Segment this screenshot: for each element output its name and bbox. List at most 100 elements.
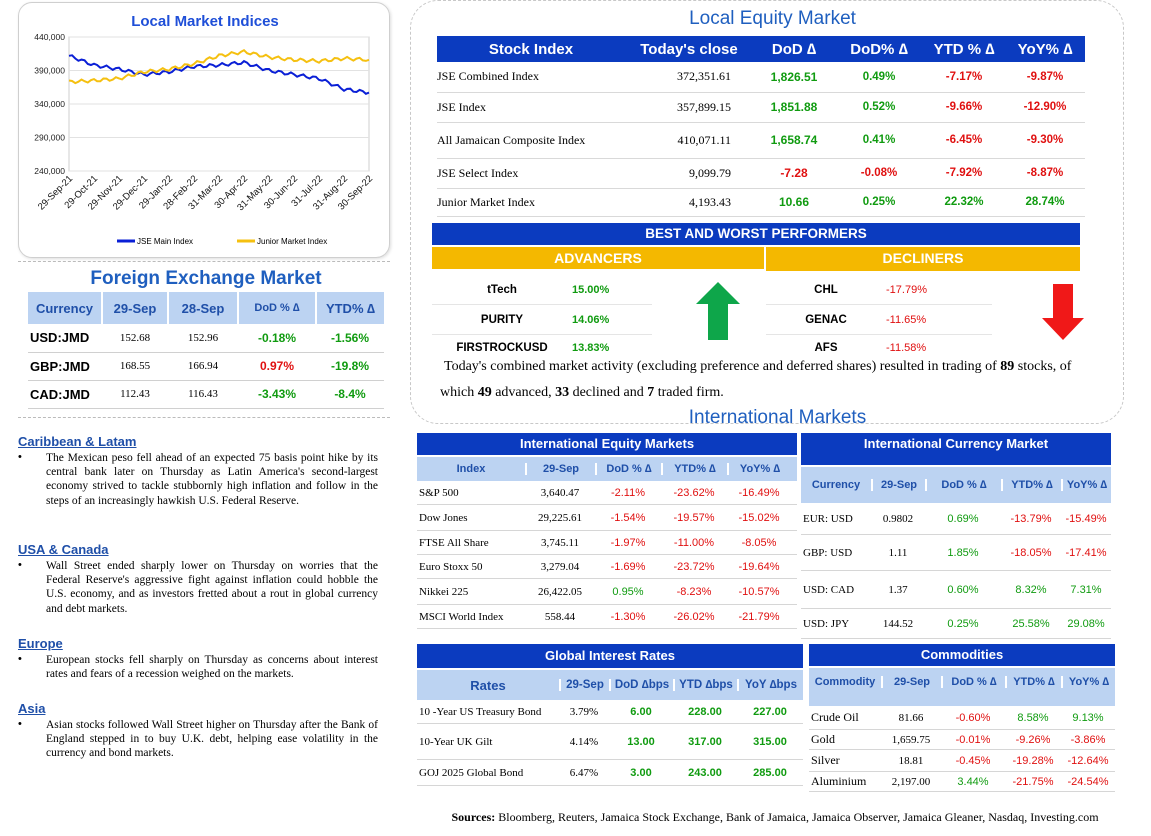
commodity-row: Silver 18.81 -0.45% -19.28% -12.64% [809,750,1115,772]
rates-header: YTD ∆bps [673,679,737,691]
advancer-row: FIRSTROCKUSD 13.83% [432,335,652,361]
commodity-row-cell: -3.86% [1070,733,1106,746]
intl-equity-row-cell: Euro Stoxx 50 [419,560,483,573]
news-item: Europe • European stocks fell sharply on… [18,636,378,701]
rates-row-cell: GOJ 2025 Global Bond [419,766,524,779]
fx-dod: -3.43% [238,380,316,409]
equity-dodpct: 0.52% [835,92,923,123]
equity-index-name: JSE Index [437,92,625,123]
intl-currency-row-cell: 29.08% [1067,617,1105,630]
ic-header: Currency [811,479,861,491]
intl-equity-row-cell: -1.30% [610,610,646,623]
equity-dod: -7.28 [753,158,835,189]
news-heading[interactable]: Asia [18,701,46,716]
rates-row-cell: 227.00 [753,705,787,718]
comm-header: YoY% ∆ [1061,676,1115,688]
intl-equity-row-cell: Dow Jones [419,511,468,524]
eq-header-yoy: YoY% ∆ [1017,40,1073,58]
commodity-row-cell: Crude Oil [811,710,859,724]
rates-header: 29-Sep [559,679,609,691]
news-heading[interactable]: Caribbean & Latam [18,434,137,449]
equity-index-name: All Jamaican Composite Index [437,122,625,159]
decliner-change: -11.58% [886,342,927,354]
equity-row: JSE Select Index 9,099.79 -7.28 -0.08% -7.92… [437,158,1085,189]
summary-firm: 7 [647,385,655,400]
equity-dod: 1,826.51 [753,62,835,93]
advancer-symbol: PURITY [480,313,524,326]
equity-table: Stock Index Today's close DoD ∆ DoD% ∆ Y… [437,36,1085,217]
intl-equity-row-cell: -21.79% [738,610,780,623]
intl-equity-row-cell: Nikkei 225 [419,585,469,598]
decliner-row: GENAC -11.65% [766,305,992,335]
decliner-change: -17.79% [886,283,927,296]
intl-currency-row-cell: -18.05% [1010,546,1052,559]
news-item: Asia • Asian stocks followed Wall Street… [18,701,378,761]
series-line-junior [68,48,370,85]
intl-equity-row-cell: 26,422.05 [538,585,582,598]
equity-dodpct: -0.08% [835,158,923,189]
commodity-row-cell: -24.54% [1067,775,1109,788]
summary-declined: 33 [555,385,570,400]
commodity-row-cell: 2,197.00 [891,775,931,788]
fx-rate: 168.55 [102,352,168,381]
intl-currency-row-cell: 8.32% [1015,583,1047,596]
intl-currency-row-cell: USD: JPY [803,617,850,630]
equity-close: 357,899.15 [625,92,753,123]
eq-header-dodpct: DoD% ∆ [850,40,908,58]
equity-ytd: 22.32% [923,188,1005,217]
sources: Sources: Bloomberg, Reuters, Jamaica Sto… [415,810,1135,825]
news-text: European stocks fell sharply on Thursday… [46,654,378,681]
equity-close: 410,071.11 [625,122,753,159]
sources-text: Bloomberg, Reuters, Jamaica Stock Exchan… [495,810,1099,824]
equity-dod: 1,851.88 [753,92,835,123]
advancer-change: 14.06% [572,313,610,326]
ic-header: 29-Sep [871,479,925,491]
fx-row: GBP:JMD 168.55 166.94 0.97% -19.8% [28,352,384,381]
local-equity-panel [410,0,1124,424]
equity-dod: 10.66 [753,188,835,217]
ie-header: YTD% ∆ [661,463,727,475]
comm-header: 29-Sep [881,676,941,688]
intl-equity-row-cell: -15.02% [738,511,780,524]
chart-title: Local Market Indices [131,13,279,30]
news-heading[interactable]: USA & Canada [18,542,109,557]
rates-row: 10 -Year US Treasury Bond 3.79% 6.00 228.00… [417,700,803,724]
rates-row-cell: 3.00 [630,766,652,779]
news-heading[interactable]: Europe [18,636,63,651]
equity-close: 9,099.79 [625,158,753,189]
intl-equity-row-cell: -23.62% [673,486,715,499]
summary-text: Today's combined market activity (exclud… [444,359,1001,374]
intl-currency-row-cell: -13.79% [1010,512,1052,525]
equity-ytd: -7.17% [923,62,1005,93]
commodity-row: Crude Oil 81.66 -0.60% 8.58% 9.13% [809,706,1115,730]
advancer-change: 13.83% [572,342,610,354]
commodity-row-cell: -12.64% [1067,754,1109,767]
comm-header: Commodity [814,676,876,688]
intl-equity-row-cell: -23.72% [673,560,715,573]
rates-row-cell: 6.00 [630,705,652,718]
news-text: The Mexican peso fell ahead of an expect… [46,452,378,507]
rates-row-cell: 3.79% [569,705,599,718]
rates-row-cell: 228.00 [688,705,722,718]
commodity-row-cell: Gold [811,732,835,746]
equity-row: JSE Index 357,899.15 1,851.88 0.52% -9.66% -1… [437,92,1085,123]
equity-ytd: -9.66% [923,92,1005,123]
equity-dodpct: 0.41% [835,122,923,159]
advancer-row: PURITY 14.06% [432,305,652,335]
intl-currency-row-cell: 1.37 [888,583,908,596]
advancer-row: tTech 15.00% [432,275,652,305]
ic-header: YoY% ∆ [1061,479,1111,491]
rates-row-cell: 10-Year UK Gilt [419,735,493,748]
comm-header: YTD% ∆ [1005,676,1061,688]
intl-currency-row-cell: 7.31% [1070,583,1102,596]
news-section: Caribbean & Latam • The Mexican peso fel… [18,434,378,761]
commodity-row-cell: 1,659.75 [891,733,931,746]
intl-currency-row: USD: CAD 1.37 0.60% 8.32% 7.31% [801,571,1111,609]
rates-title: Global Interest Rates [417,644,803,668]
intl-equity-row-cell: MSCI World Index [419,610,504,623]
intl-currency-row-cell: 25.58% [1012,617,1050,630]
intl-equity-row-cell: -11.00% [673,536,715,549]
equity-yoy: -9.30% [1005,122,1085,159]
news-text: Asian stocks followed Wall Street higher… [46,719,378,760]
news-text: Wall Street ended sharply lower on Thurs… [46,560,378,615]
